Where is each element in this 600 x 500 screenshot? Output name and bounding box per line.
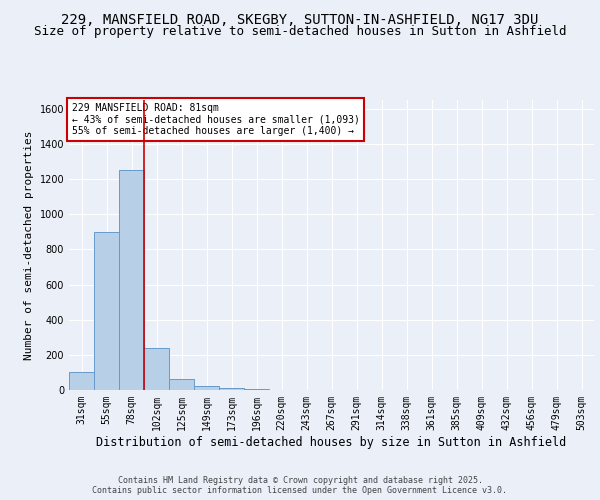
Bar bbox=[169, 380, 194, 390]
Bar bbox=[94, 232, 119, 390]
Text: 229, MANSFIELD ROAD, SKEGBY, SUTTON-IN-ASHFIELD, NG17 3DU: 229, MANSFIELD ROAD, SKEGBY, SUTTON-IN-A… bbox=[61, 12, 539, 26]
Bar bbox=[194, 386, 218, 390]
Text: Contains HM Land Registry data © Crown copyright and database right 2025.
Contai: Contains HM Land Registry data © Crown c… bbox=[92, 476, 508, 495]
Bar bbox=[244, 389, 269, 390]
Text: 229 MANSFIELD ROAD: 81sqm
← 43% of semi-detached houses are smaller (1,093)
55% : 229 MANSFIELD ROAD: 81sqm ← 43% of semi-… bbox=[71, 102, 359, 136]
Bar bbox=[119, 170, 143, 390]
Bar bbox=[70, 372, 94, 390]
X-axis label: Distribution of semi-detached houses by size in Sutton in Ashfield: Distribution of semi-detached houses by … bbox=[97, 436, 566, 448]
Y-axis label: Number of semi-detached properties: Number of semi-detached properties bbox=[24, 130, 34, 360]
Text: Size of property relative to semi-detached houses in Sutton in Ashfield: Size of property relative to semi-detach… bbox=[34, 25, 566, 38]
Bar bbox=[145, 348, 169, 390]
Bar bbox=[220, 388, 244, 390]
